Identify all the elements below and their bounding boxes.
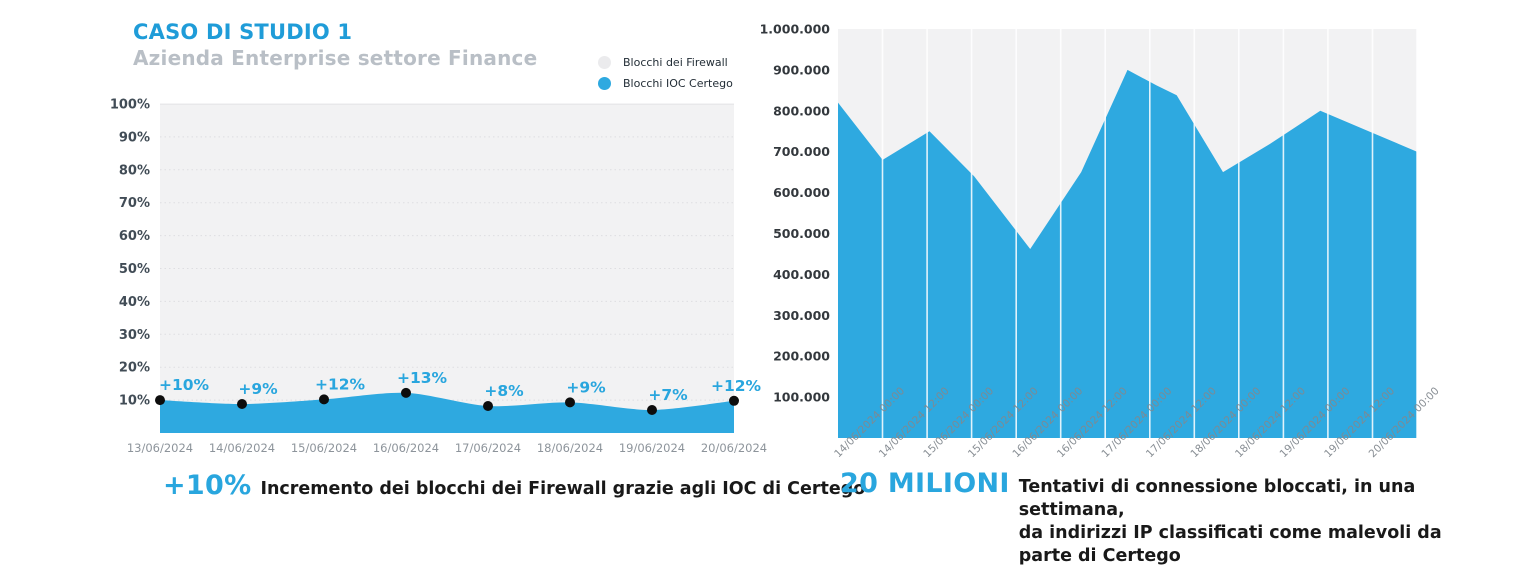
y-axis-tick: 100% (110, 98, 150, 113)
y-axis-tick: 40% (119, 295, 150, 310)
data-point-marker (237, 399, 247, 409)
data-point-label: +13% (397, 369, 448, 387)
blocked-connections-area (838, 69, 1417, 439)
y-axis-tick: 30% (119, 328, 150, 343)
legend-label-ioc-certego: Blocchi IOC Certego (623, 77, 733, 90)
ioc-certego-series-dot-icon (598, 77, 611, 90)
y-axis-tick: 100.000 (773, 390, 830, 405)
y-axis-tick: 900.000 (773, 62, 830, 77)
y-axis-tick: 70% (119, 196, 150, 211)
data-point-marker (483, 401, 493, 411)
y-axis-tick: 50% (119, 262, 150, 277)
data-point-label: +9% (238, 380, 278, 398)
data-point-label: +9% (566, 378, 606, 396)
legend-item-ioc-certego: Blocchi IOC Certego (598, 77, 733, 90)
right-caption-line-1: Tentativi di connessione bloccati, in un… (1018, 477, 1416, 521)
y-axis-tick: 500.000 (773, 226, 830, 241)
data-point-marker (729, 395, 739, 406)
case-study-title: CASO DI STUDIO 1 (133, 20, 353, 44)
y-axis-tick: 700.000 (773, 144, 830, 159)
x-axis-tick: 14/06/2024 (209, 441, 275, 455)
y-axis-tick: 90% (119, 130, 150, 145)
right-caption-text: Tentativi di connessione bloccati, in un… (1019, 476, 1480, 568)
data-point-marker (319, 394, 329, 405)
case-study-subtitle: Azienda Enterprise settore Finance (133, 46, 538, 70)
x-axis-tick: 16/06/2024 (373, 441, 439, 455)
y-axis-tick: 1.000.000 (760, 22, 831, 37)
y-axis-tick: 80% (119, 163, 150, 178)
y-axis-tick: 800.000 (773, 103, 830, 118)
blocked-connections-area-chart: 1.000.000 900.000 800.000 700.000 600.000 500… (760, 22, 1442, 461)
y-axis-tick: 10% (119, 394, 150, 409)
x-axis-tick: 17/06/2024 (455, 441, 521, 455)
data-point-marker (647, 405, 657, 415)
y-axis-tick: 200.000 (773, 349, 830, 364)
y-axis-tick: 600.000 (773, 185, 830, 200)
ioc-certego-area (160, 392, 734, 433)
y-axis-tick: 60% (119, 229, 150, 244)
data-point-label: +12% (315, 375, 366, 393)
left-caption-highlight: +10% (163, 470, 252, 501)
data-point-label: +8% (484, 382, 524, 400)
chart-legend: Blocchi dei Firewall Blocchi IOC Certego (598, 56, 733, 90)
data-point-label: +12% (711, 377, 762, 395)
data-point-marker (565, 397, 575, 408)
legend-item-firewall: Blocchi dei Firewall (598, 56, 733, 69)
y-axis-tick: 400.000 (773, 267, 830, 282)
firewall-ioc-percentage-chart: 100% 90% 80% 70% 60% 50% 40% 30% 20% 10% +10% +9% +1… (110, 98, 767, 456)
y-axis-tick: 20% (119, 361, 150, 376)
x-axis-tick: 13/06/2024 (127, 441, 193, 455)
x-axis-tick: 18/06/2024 (537, 441, 603, 455)
legend-label-firewall: Blocchi dei Firewall (623, 56, 728, 69)
right-caption: 20 MILIONI Tentativi di connessione bloc… (840, 468, 1480, 568)
data-point-label: +10% (159, 376, 210, 394)
y-axis-tick: 300.000 (773, 308, 830, 323)
firewall-baseline-area (160, 104, 734, 433)
x-axis-tick: 20/06/2024 (701, 441, 767, 455)
right-caption-highlight: 20 MILIONI (840, 468, 1010, 499)
right-caption-line-2: da indirizzi IP classificati come malevo… (1018, 523, 1442, 567)
data-point-marker (155, 395, 165, 406)
left-caption: +10% Incremento dei blocchi dei Firewall… (163, 470, 865, 501)
x-axis-tick: 15/06/2024 (291, 441, 357, 455)
data-point-marker (401, 387, 411, 398)
infographic-canvas: { "accent_blue": "#29a6de", "area_blue":… (109, 20, 1442, 567)
data-point-label: +7% (648, 386, 688, 404)
x-axis-tick: 19/06/2024 (619, 441, 685, 455)
left-caption-text: Incremento dei blocchi dei Firewall graz… (260, 479, 866, 499)
firewall-series-dot-icon (598, 56, 611, 69)
